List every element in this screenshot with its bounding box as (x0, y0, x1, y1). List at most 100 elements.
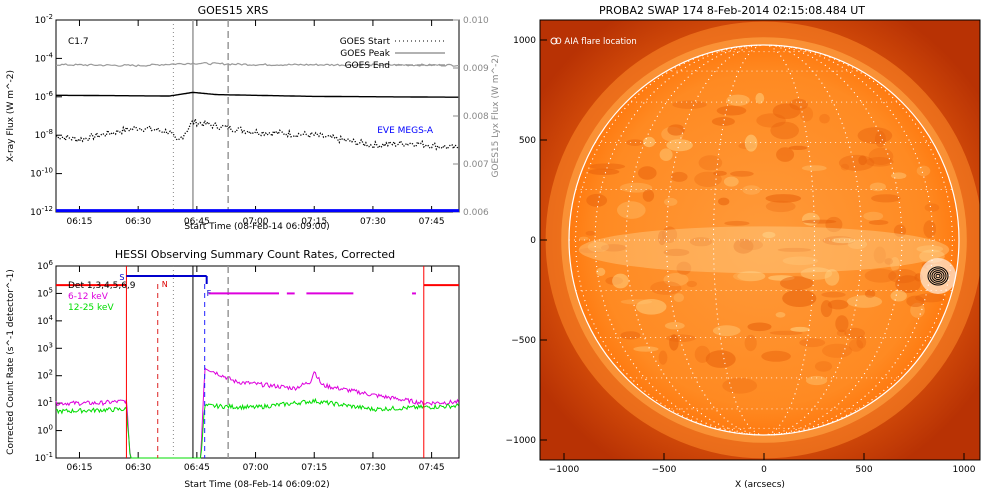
sun-bright-region (673, 293, 684, 302)
hessi-xlabel: Start Time (08-Feb-14 06:09:02) (184, 480, 329, 490)
sun-dark-region (669, 334, 679, 351)
hessi-ytick-label: 106 (37, 259, 53, 272)
sun-dark-region (718, 197, 730, 206)
swap-title: PROBA2 SWAP 174 8-Feb-2014 02:15:08.484 … (599, 4, 865, 17)
sun-dark-region (884, 258, 893, 265)
flare-contour (931, 270, 945, 282)
sun-dark-region (777, 247, 812, 252)
sun-dark-region (711, 117, 735, 126)
sun-bright-region (737, 271, 766, 282)
sun-bright-region (744, 134, 758, 152)
hessi-marks: 06:15 06:30 06:45 07:00 07:15 07:30 07:45 106 10… (35, 259, 460, 473)
legend-6-12kev: 6-12 keV (68, 292, 109, 302)
sun-dark-region (589, 163, 626, 170)
hessi-flag-s: S (119, 273, 124, 282)
swap-ytick-label: −1000 (506, 436, 537, 446)
goes-title: GOES15 XRS (198, 4, 269, 17)
sun-bright-region (587, 241, 610, 253)
sun-dark-region (871, 194, 901, 203)
sun-dark-region (895, 275, 921, 293)
sun-dark-region (799, 106, 814, 122)
sun-dark-region (658, 230, 667, 246)
goes-legend: GOES Start GOES Peak GOES End (340, 37, 445, 71)
swap-legend: O AIA flare location (555, 37, 637, 47)
legend-goes-start: GOES Start (340, 37, 391, 47)
sun-dark-region (724, 220, 750, 226)
sun-bright-region (890, 290, 907, 302)
sun-dark-region (739, 239, 763, 251)
hessi-plot-frame (55, 265, 460, 459)
sun-bright-region (869, 182, 887, 192)
sun-bright-region (891, 172, 907, 179)
goes-xtick-label: 06:15 (67, 217, 93, 227)
sun-bright-region (617, 201, 646, 219)
sun-grid (569, 44, 959, 436)
legend-12-25kev: 12-25 keV (68, 303, 114, 313)
sun-dark-region (858, 155, 867, 166)
swap-xtick-label: −1000 (549, 465, 580, 475)
sun-grid-longitude (713, 44, 815, 436)
flare-glow (920, 258, 956, 294)
sun-bright-region (890, 257, 900, 272)
sun-dark-region (765, 200, 796, 213)
swap-xtick-label: 1000 (953, 465, 976, 475)
sun-bright-region (733, 271, 766, 282)
sun-dark-region (844, 327, 865, 339)
swap-axes: −1000 −500 0 500 1000 1000 500 0 −500 −1000 (506, 36, 976, 475)
sun-dark-region (819, 113, 830, 124)
hessi-ytick-label: 100 (37, 424, 53, 437)
swap-ytick-label: 500 (519, 136, 536, 146)
sun-dark-region (761, 350, 791, 362)
legend-goes-peak: GOES Peak (340, 49, 390, 59)
goes-ytick-label: 10-10 (30, 167, 53, 180)
swap-xtick-label: 0 (761, 465, 767, 475)
sun-bright-region (726, 94, 750, 106)
sun-bright-region (755, 92, 765, 104)
sun-dark-region (827, 299, 849, 310)
swap-ytick-label: 1000 (513, 36, 536, 46)
goes-y2tick-label: 0.006 (463, 208, 489, 218)
sun-dark-region (788, 145, 808, 150)
sun-dark-region (822, 343, 853, 358)
sun-dark-region (893, 224, 907, 237)
goes-xtick-label: 07:45 (419, 217, 445, 227)
sun-grid-longitude (625, 44, 903, 436)
sun-bright-region (775, 312, 786, 318)
sun-bright-region (664, 322, 685, 330)
sun-dark-region (665, 334, 696, 343)
sun-dark-region (620, 331, 641, 340)
goes-xtick-label: 07:15 (301, 217, 327, 227)
sun-dark-region (864, 268, 897, 283)
sun-dark-region (868, 220, 889, 225)
sun-limb (568, 44, 960, 436)
sun-bright-region (612, 273, 629, 289)
sun-bright-region (666, 139, 693, 152)
sun-dark-region (689, 237, 713, 247)
hessi-detectors: Det 1,3,4,5,6,9 (68, 281, 136, 291)
hessi-flag-n: N (162, 280, 168, 289)
goes-ytick-label: 10-4 (35, 51, 54, 64)
flare-contour (935, 273, 941, 279)
goes-marks: 06:15 06:30 06:45 07:00 07:15 07:30 07:45 10-2 1… (30, 13, 489, 227)
goes-xtick-label: 07:30 (360, 217, 386, 227)
goes-xtick-label: 06:30 (125, 217, 151, 227)
hessi-ytick-label: 102 (37, 369, 53, 382)
sun-bright-region (863, 211, 884, 221)
eve-label: EVE MEGS-A (377, 126, 434, 136)
hessi-ytick-label: 105 (37, 286, 53, 299)
sun-dark-region (873, 246, 886, 264)
sun-dark-region (772, 103, 801, 119)
sun-dark-region (744, 334, 757, 352)
goes-ytick-label: 10-6 (35, 90, 54, 103)
sun-dark-region (821, 291, 846, 298)
sun-dark-region (638, 166, 657, 180)
hessi-ytick-label: 104 (37, 314, 53, 327)
swap-xtick-label: −500 (652, 465, 677, 475)
sun-dark-region (585, 230, 596, 236)
sun-dark-region (698, 155, 723, 171)
sun-dark-region (802, 219, 837, 224)
sun-grid-longitude (594, 44, 934, 436)
sun-dark-region (716, 105, 747, 116)
sun-bright-region (782, 256, 818, 266)
